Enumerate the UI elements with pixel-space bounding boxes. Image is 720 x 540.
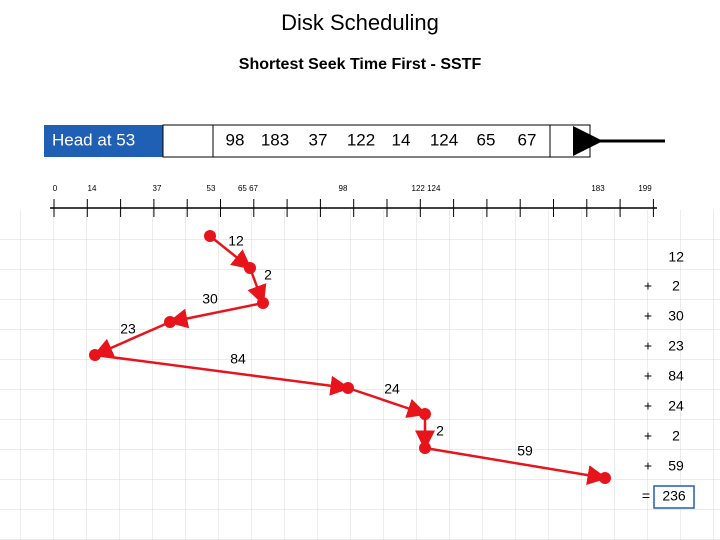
move-distance: 84	[230, 351, 246, 367]
title: Disk Scheduling	[281, 10, 439, 35]
move-distance: 2	[436, 423, 444, 439]
seek-segment	[424, 446, 608, 485]
move-distance: 30	[202, 291, 218, 307]
head-box	[44, 125, 163, 157]
axis-label: 65 67	[238, 184, 259, 193]
sum-operator: +	[644, 428, 652, 444]
head-position	[257, 297, 269, 309]
queue-request: 37	[309, 130, 328, 149]
axis-label: 122 124	[412, 184, 441, 193]
seek-segment	[209, 235, 252, 270]
sum-term: 2	[672, 428, 680, 444]
sum-operator: +	[644, 338, 652, 354]
axis-label: 53	[207, 184, 216, 193]
subtitle: Shortest Seek Time First - SSTF	[239, 56, 482, 73]
axis-label: 183	[591, 184, 605, 193]
seek-segment	[94, 353, 351, 396]
head-position	[342, 382, 354, 394]
sum-term: 23	[668, 338, 684, 354]
sum-term: 24	[668, 398, 684, 414]
head-position	[244, 262, 256, 274]
move-distance: 24	[384, 381, 400, 397]
seek-segment	[167, 301, 264, 329]
grid-background	[0, 210, 720, 540]
sum-term: 59	[668, 458, 684, 474]
axis-label: 199	[638, 184, 652, 193]
queue-cell	[549, 124, 591, 158]
move-distance: 12	[228, 233, 244, 249]
queue-request: 122	[347, 130, 375, 149]
queue-request: 98	[226, 130, 245, 149]
axis-label: 0	[53, 184, 58, 193]
head-position	[164, 316, 176, 328]
sum-operator: +	[644, 308, 652, 324]
seek-segment	[247, 267, 267, 306]
queue-cell	[162, 124, 214, 158]
queue-request: 65	[477, 130, 496, 149]
sum-term: 2	[672, 278, 680, 294]
total-box	[653, 485, 695, 509]
sum-operator: +	[644, 368, 652, 384]
queue-request: 67	[518, 130, 537, 149]
sum-operator: +	[644, 458, 652, 474]
head-position	[204, 230, 216, 242]
queue-request: 183	[261, 130, 289, 149]
seek-segment	[347, 386, 428, 418]
head-position	[419, 442, 431, 454]
sum-equals: =	[642, 488, 650, 504]
head-position	[599, 472, 611, 484]
sum-term: 84	[668, 368, 684, 384]
move-distance: 23	[120, 321, 136, 337]
axis-label: 14	[88, 184, 97, 193]
queue-request: 14	[392, 130, 411, 149]
axis-label: 37	[153, 184, 162, 193]
axis-label: 98	[339, 184, 348, 193]
head-position	[89, 349, 101, 361]
sum-operator: +	[644, 398, 652, 414]
queue-cell	[212, 124, 551, 158]
queue-request: 124	[430, 130, 458, 149]
sum-total: 236	[662, 488, 686, 504]
sum-first: 12	[668, 249, 684, 265]
sum-term: 30	[668, 308, 684, 324]
head-label: Head at 53	[52, 130, 135, 149]
sum-operator: +	[644, 278, 652, 294]
head-position	[419, 408, 431, 420]
move-distance: 59	[517, 443, 533, 459]
move-distance: 2	[264, 267, 272, 283]
seek-segment	[92, 320, 171, 358]
